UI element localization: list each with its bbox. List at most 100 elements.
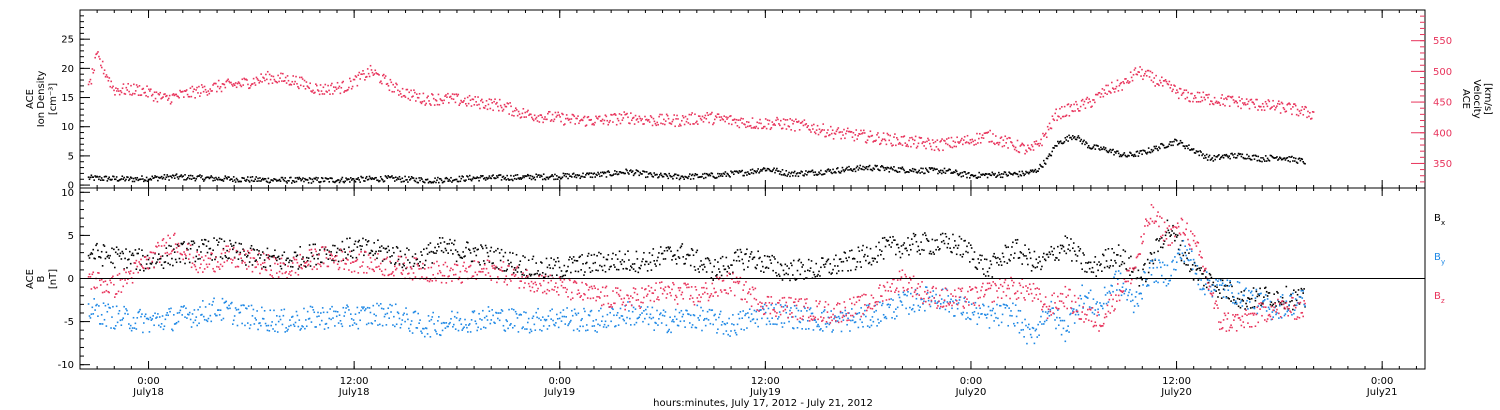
velocity-point — [300, 76, 303, 79]
ion-density-point — [539, 176, 541, 178]
ion-density-point — [219, 178, 222, 181]
velocity-point — [1194, 95, 1196, 97]
velocity-point — [1054, 112, 1057, 115]
velocity-point — [235, 86, 238, 89]
ion-density-point — [1277, 159, 1279, 161]
by-point — [288, 325, 290, 328]
ion-density-point — [657, 176, 659, 179]
by-point — [588, 314, 591, 317]
velocity-point — [150, 94, 153, 97]
by-point — [900, 301, 903, 303]
bx-point — [1303, 288, 1305, 290]
ion-density-point — [151, 175, 154, 178]
ion-density-point — [1243, 157, 1245, 160]
bx-point — [600, 265, 603, 268]
velocity-point — [137, 94, 140, 96]
bx-point — [185, 257, 187, 260]
ion-density-point — [1146, 153, 1148, 155]
velocity-point — [483, 107, 486, 109]
bx-point — [513, 267, 516, 269]
velocity-point — [383, 77, 386, 79]
ion-density-point — [908, 171, 910, 174]
velocity-point — [1101, 88, 1104, 90]
ion-density-point — [191, 175, 194, 177]
velocity-point — [427, 95, 429, 98]
ion-density-point — [699, 176, 701, 178]
by-point — [99, 323, 102, 325]
velocity-point — [225, 80, 228, 83]
ion-density-point — [1228, 155, 1231, 157]
velocity-point — [592, 122, 594, 125]
bx-point — [213, 237, 215, 239]
bx-point — [559, 276, 562, 278]
by-point — [782, 306, 785, 308]
velocity-point — [324, 83, 327, 86]
ion-density-point — [437, 176, 439, 179]
velocity-point — [346, 89, 348, 92]
by-point — [781, 326, 784, 328]
bx-point — [868, 261, 871, 264]
ion-density-point — [320, 176, 323, 179]
bx-point — [236, 250, 239, 253]
by-point — [519, 313, 522, 316]
velocity-point — [292, 75, 295, 77]
by-point — [290, 316, 293, 318]
bx-point — [267, 257, 270, 259]
ion-density-point — [378, 180, 380, 183]
by-point — [233, 315, 236, 317]
by-point — [536, 316, 538, 319]
ion-density-point — [559, 178, 562, 180]
velocity-point — [777, 118, 779, 121]
by-point — [1099, 302, 1101, 304]
ion-density-point — [96, 175, 98, 178]
ion-density-point — [479, 176, 481, 179]
ion-density-point — [491, 175, 493, 177]
velocity-point — [683, 123, 686, 126]
bx-point — [179, 261, 182, 263]
by-point — [379, 303, 382, 305]
by-point — [753, 309, 756, 312]
ion-density-point — [853, 168, 856, 170]
velocity-point — [954, 141, 957, 144]
ion-density-point — [156, 175, 158, 178]
by-point — [873, 311, 876, 313]
velocity-point — [181, 91, 183, 93]
by-point — [666, 331, 669, 334]
by-point — [117, 312, 120, 315]
ion-density-point — [117, 180, 120, 182]
by-point — [408, 327, 410, 330]
velocity-point — [667, 117, 670, 120]
by-point — [167, 314, 169, 317]
ion-density-point — [477, 177, 479, 179]
ion-density-point — [879, 169, 881, 172]
by-point — [659, 312, 662, 314]
by-point — [457, 329, 460, 332]
by-point — [512, 326, 514, 329]
bx-point — [1105, 260, 1108, 262]
bx-point — [975, 267, 978, 269]
bx-point — [1263, 296, 1265, 298]
ion-density-point — [629, 169, 632, 171]
ion-density-point — [564, 173, 567, 175]
bx-point — [103, 245, 106, 247]
velocity-point — [737, 119, 740, 121]
velocity-point — [1002, 139, 1005, 141]
ion-density-point — [430, 181, 433, 184]
velocity-point — [1153, 77, 1156, 79]
velocity-point — [980, 136, 983, 139]
bx-point — [1036, 266, 1039, 268]
by-point — [137, 311, 139, 314]
bx-point — [477, 248, 479, 251]
by-point — [584, 310, 586, 313]
ion-density-point — [176, 176, 179, 178]
by-point — [425, 327, 428, 330]
ion-density-point — [909, 169, 911, 171]
by-point — [413, 311, 416, 313]
ion-density-point — [975, 176, 978, 179]
velocity-point — [960, 139, 962, 142]
velocity-point — [1204, 98, 1206, 101]
ion-density-point — [836, 167, 839, 169]
bx-point — [810, 260, 813, 262]
ion-density-point — [585, 172, 588, 175]
velocity-point — [772, 124, 775, 126]
